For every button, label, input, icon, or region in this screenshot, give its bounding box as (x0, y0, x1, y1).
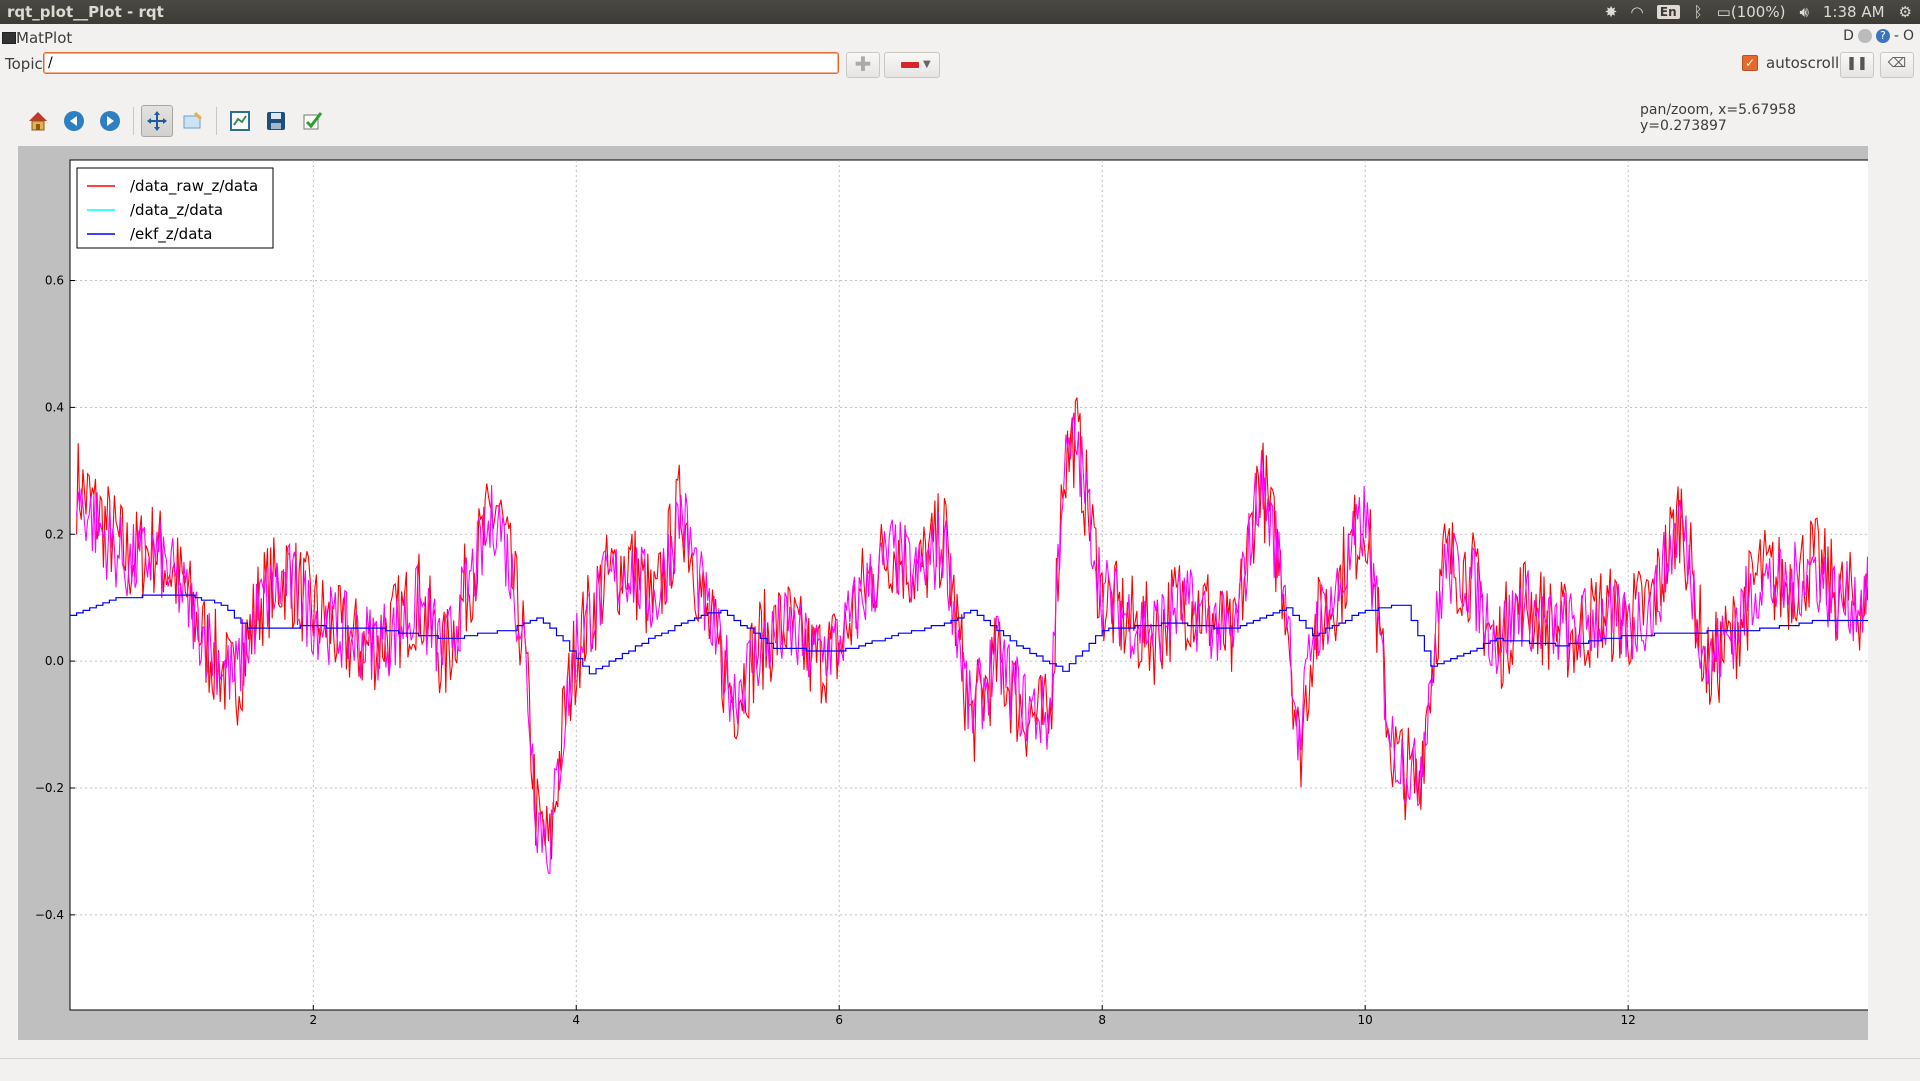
save-button[interactable] (260, 105, 292, 137)
y-tick-label: −0.4 (35, 908, 64, 922)
configure-subplots-icon (230, 111, 250, 131)
autoscroll-checkbox[interactable]: ✓ (1742, 55, 1758, 71)
reload-icon[interactable] (1857, 29, 1872, 43)
pan-icon (147, 111, 167, 131)
navigation-toolbar (22, 104, 328, 138)
pan-button[interactable] (141, 105, 173, 137)
y-tick-label: 0.0 (45, 654, 64, 668)
plugin-title-bar: MatPlot D ? - O (0, 28, 1920, 48)
clear-button[interactable]: ⌫ (1880, 52, 1914, 78)
bluetooth-icon[interactable]: ᛒ (1693, 3, 1703, 21)
volume-icon[interactable]: 🔊︎ (1799, 3, 1809, 21)
battery-indicator[interactable]: ▭(100%) (1717, 3, 1786, 21)
status-bar (0, 1058, 1920, 1081)
pause-icon: ❚❚ (1846, 56, 1868, 71)
system-tray: ✸ ◜◝ En ᛒ ▭(100%) 🔊︎ 1:38 AM ⚙ (1605, 0, 1912, 24)
window-title: rqt_plot__Plot - rqt (7, 3, 164, 21)
close-button[interactable]: O (1902, 28, 1914, 44)
topic-label: Topic (5, 55, 43, 73)
topic-input[interactable] (43, 52, 839, 74)
wifi-icon[interactable]: ◜◝ (1631, 3, 1643, 21)
plot-figure[interactable]: 2 4 6 8 10 12 −0.4 −0.2 0.0 0.2 0.4 0.6/data_raw_z/… (18, 146, 1868, 1040)
x-tick-label: 10 (1358, 1013, 1373, 1027)
legend: /data_raw_z/data/data_z/data/ekf_z/data (76, 167, 274, 249)
x-tick-label: 6 (835, 1013, 843, 1027)
x-tick-label: 8 (1098, 1013, 1106, 1027)
gear-icon[interactable]: ⚙ (1898, 3, 1912, 21)
plugin-title: MatPlot (16, 29, 73, 47)
back-icon (64, 111, 84, 131)
add-topic-button[interactable]: ✚ (846, 52, 880, 78)
forward-icon (100, 111, 120, 131)
clock[interactable]: 1:38 AM (1822, 3, 1885, 21)
y-tick-label: 0.2 (45, 527, 64, 541)
toolbar-separator (216, 107, 217, 135)
edit-axes-button[interactable] (296, 105, 328, 137)
series-line-raw (76, 397, 1868, 860)
home-icon (29, 112, 47, 131)
y-readout: y=0.273897 (1640, 118, 1727, 134)
series-group (70, 397, 1868, 874)
configure-subplots-button[interactable] (224, 105, 256, 137)
back-button[interactable] (58, 105, 90, 137)
plus-icon: ✚ (854, 52, 872, 76)
x-tick-label: 4 (572, 1013, 580, 1027)
autoscroll-label: autoscroll (1766, 54, 1840, 72)
legend-label: /data_z/data (130, 201, 223, 220)
series-line-overlay (76, 412, 1868, 874)
minus-icon (901, 62, 919, 68)
clear-icon: ⌫ (1887, 56, 1907, 71)
cursor-readout: pan/zoom, x=5.67958 y=0.273897 (1640, 102, 1920, 134)
remove-topic-button[interactable]: ▼ (884, 52, 940, 78)
plugin-controls: D ? - O (1843, 28, 1914, 44)
plugin-icon (2, 32, 16, 44)
legend-label: /data_raw_z/data (130, 177, 258, 196)
dock-button[interactable]: D (1843, 28, 1854, 44)
autoscroll-toggle[interactable]: ✓ autoscroll (1742, 54, 1839, 72)
chevron-down-icon: ▼ (923, 59, 931, 70)
battery-icon: ▭ (1716, 3, 1731, 21)
save-icon (267, 112, 285, 130)
help-icon[interactable]: ? (1875, 29, 1890, 43)
x-tick-label: 12 (1621, 1013, 1636, 1027)
forward-button[interactable] (94, 105, 126, 137)
edit-check-icon (303, 112, 323, 130)
network-settings-icon[interactable]: ✸ (1604, 3, 1618, 21)
zoom-button[interactable] (177, 105, 209, 137)
keyboard-layout-indicator[interactable]: En (1656, 5, 1680, 19)
toolbar-separator (133, 107, 134, 135)
home-button[interactable] (22, 105, 54, 137)
zoom-icon (183, 111, 203, 129)
y-tick-label: 0.4 (45, 400, 64, 414)
y-tick-label: 0.6 (45, 274, 64, 288)
topic-row: Topic ✚ ▼ ✓ autoscroll ❚❚ ⌫ (0, 50, 1920, 80)
series-line-ekf (70, 594, 1868, 675)
y-tick-label: −0.2 (35, 781, 64, 795)
battery-percent: (100%) (1730, 3, 1786, 21)
x-tick-label: 2 (309, 1013, 317, 1027)
pause-button[interactable]: ❚❚ (1840, 52, 1874, 78)
minimize-button[interactable]: - (1893, 28, 1899, 44)
plot-canvas[interactable]: 2 4 6 8 10 12 −0.4 −0.2 0.0 0.2 0.4 0.6/data_raw_z/… (18, 146, 1868, 1040)
legend-label: /ekf_z/data (130, 225, 212, 244)
mode-x-readout: pan/zoom, x=5.67958 (1640, 102, 1796, 118)
plot-area (69, 159, 1868, 1011)
system-top-bar: rqt_plot__Plot - rqt ✸ ◜◝ En ᛒ ▭(100%) 🔊… (0, 0, 1920, 24)
